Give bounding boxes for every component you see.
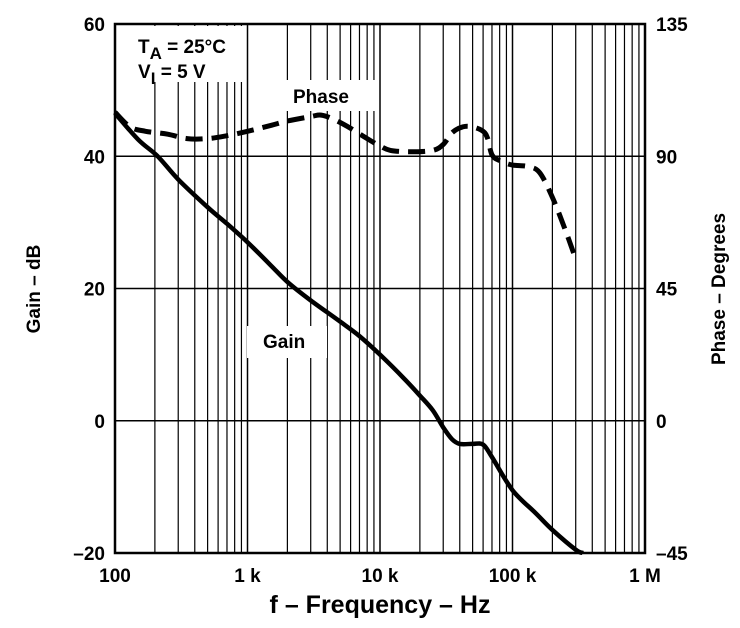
x-tick-labels: 100 1 k 10 k 100 k 1 M	[99, 566, 661, 587]
conditions-annotation-ta: TA = 25°C	[138, 37, 226, 63]
conditions-annotation-bg	[117, 26, 243, 82]
y-tick-label: 0	[94, 412, 105, 433]
label-backgrounds	[117, 26, 376, 358]
y-tick-label: –20	[73, 544, 105, 565]
plot-frame	[113, 22, 647, 555]
x-tick-label: 100	[99, 566, 131, 587]
y2-tick-label: 90	[656, 147, 677, 168]
y2-axis-title: Phase – Degrees	[709, 213, 730, 365]
x-tick-label: 100 k	[489, 566, 537, 587]
gain-series-line	[113, 111, 584, 556]
phase-series-line	[113, 110, 579, 260]
phase-label-bg	[284, 80, 376, 111]
x-axis-title: f – Frequency – Hz	[270, 591, 491, 619]
y2-tick-label: –45	[656, 544, 688, 565]
phase-series-label: Phase	[293, 87, 349, 108]
x-tick-label: 1 k	[234, 566, 261, 587]
left-y-tick-labels: 60 40 20 0 –20	[73, 15, 105, 565]
y2-tick-label: 135	[656, 15, 688, 36]
gain-series-label: Gain	[263, 332, 305, 353]
y-tick-label: 60	[84, 15, 105, 36]
conditions-annotation-vi: VI = 5 V	[138, 62, 206, 88]
gain-label-bg	[247, 326, 327, 358]
y-tick-label: 20	[84, 280, 105, 301]
y2-tick-label: 45	[656, 280, 678, 301]
y-tick-label: 40	[84, 147, 105, 168]
y2-tick-label: 0	[656, 412, 667, 433]
x-tick-label: 10 k	[362, 566, 399, 587]
y-axis-title: Gain – dB	[24, 245, 45, 334]
x-tick-label: 1 M	[629, 566, 661, 587]
right-y-tick-labels: 135 90 45 0 –45	[656, 15, 688, 565]
